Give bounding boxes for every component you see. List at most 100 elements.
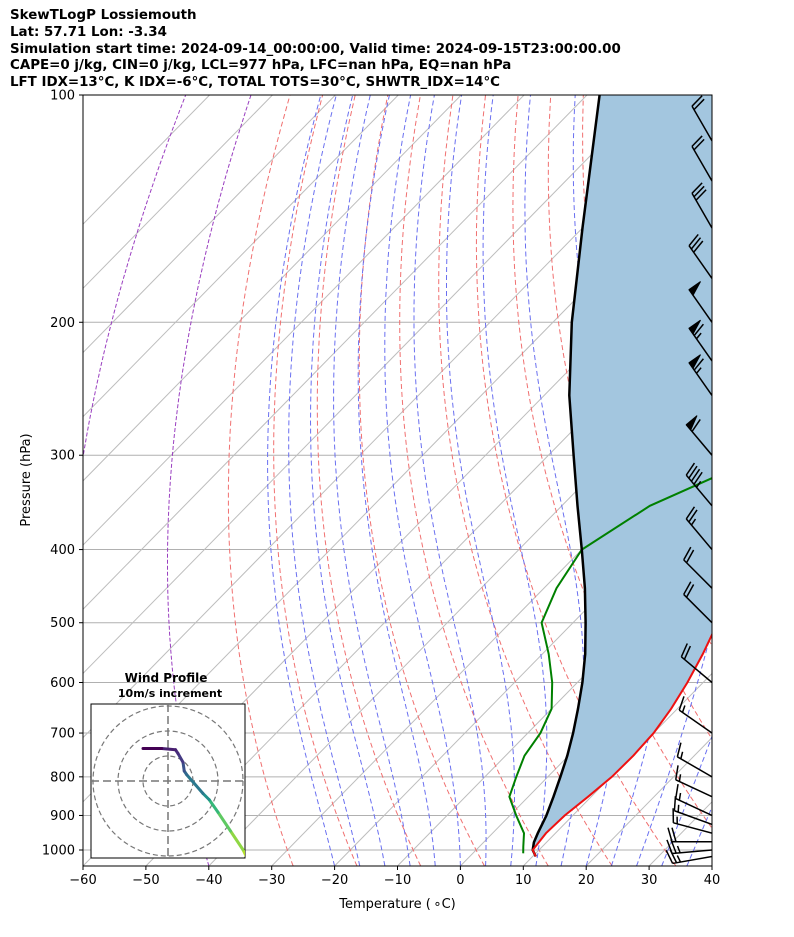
barb-flag: [688, 465, 698, 479]
y-tick-label: 700: [50, 727, 75, 742]
moist-adiabat: [686, 805, 712, 866]
x-tick-label: −60: [69, 873, 96, 888]
wind-barb: [676, 742, 712, 778]
y-tick-label: 900: [50, 809, 75, 824]
isotherm-line: [83, 95, 399, 418]
wind-barb: [685, 415, 712, 456]
barb-staff: [691, 105, 712, 142]
temperature-line: [531, 632, 712, 857]
wind-barb: [675, 784, 712, 817]
cin-shading: [532, 95, 712, 857]
isotherm-line: [711, 865, 712, 866]
wind-barb: [691, 135, 712, 182]
barb-pennant: [685, 415, 698, 431]
dry-adiabat: [714, 95, 794, 866]
moist-adiabat: [309, 95, 386, 866]
barb-flag: [683, 546, 692, 561]
barb-staff: [676, 756, 712, 778]
time-line: Simulation start time: 2024-09-14_00:00:…: [10, 41, 621, 57]
barb-flag: [691, 135, 703, 147]
isotherm-line: [83, 95, 210, 225]
isotherm-line: [271, 415, 712, 866]
barb-flag: [678, 696, 685, 711]
moist-adiabat: [288, 95, 361, 866]
barb-staff: [683, 593, 712, 624]
moist-adiabat: [384, 95, 461, 866]
x-tick-label: 40: [704, 873, 721, 888]
barb-flag: [667, 827, 673, 842]
moist-adiabat: [524, 95, 585, 866]
barb-pennant: [688, 319, 701, 335]
barb-flag: [690, 237, 702, 250]
x-tick-label: 20: [578, 873, 595, 888]
hodograph-segment: [241, 848, 245, 858]
hodograph-segment: [185, 773, 205, 795]
hodograph-segment: [160, 747, 177, 752]
barb-staff: [675, 779, 712, 798]
y-tick-label: 600: [50, 676, 75, 691]
y-tick-label: 200: [50, 316, 75, 331]
x-tick-label: −50: [132, 873, 159, 888]
barb-staff: [685, 474, 712, 507]
barb-staff: [675, 797, 712, 817]
barb-flag: [665, 850, 674, 864]
moist-adiabat: [357, 95, 436, 866]
barb-half-flag: [678, 774, 682, 782]
isotherm-line: [397, 544, 712, 866]
barb-flag: [666, 839, 673, 854]
wind-barb: [680, 643, 712, 684]
isotherm-line: [83, 95, 525, 546]
wind-barb: [678, 696, 712, 734]
moist-adiabat: [333, 95, 411, 866]
barb-flag: [683, 645, 692, 660]
barb-staff: [672, 855, 712, 865]
barb-staff: [678, 709, 712, 734]
barb-pennant: [688, 354, 701, 370]
wind-barb: [685, 506, 712, 551]
barb-half-flag: [680, 751, 684, 760]
barb-flag: [680, 643, 688, 658]
wind-barb: [675, 765, 712, 798]
barb-pennant: [688, 281, 701, 297]
wind-barb: [683, 546, 712, 589]
x-axis-label: Temperature ( ∘C): [338, 897, 455, 912]
barb-staff: [674, 810, 712, 826]
dewpoint-line: [508, 477, 712, 854]
hodograph-segment: [216, 810, 232, 833]
barb-flag: [688, 509, 698, 523]
x-tick-label: −40: [195, 873, 222, 888]
hodograph-segment: [207, 798, 220, 814]
barb-flag: [693, 185, 705, 198]
y-tick-label: 500: [50, 616, 75, 631]
barb-staff: [673, 822, 712, 834]
instability-line: CAPE=0 j/kg, CIN=0 j/kg, LCL=977 hPa, LF…: [10, 58, 512, 74]
barb-flag: [685, 549, 695, 564]
dry-adiabat: [227, 95, 294, 866]
y-tick-label: 1000: [42, 844, 75, 859]
barb-staff: [672, 849, 712, 855]
x-tick-label: 10: [515, 873, 532, 888]
wind-barb: [688, 354, 712, 396]
x-tick-label: 0: [456, 873, 464, 888]
y-axis-label: Pressure (hPa): [19, 433, 34, 526]
wind-barb: [688, 281, 712, 323]
barb-flag: [693, 138, 705, 151]
barb-flag: [692, 50, 702, 60]
barb-half-flag: [676, 855, 682, 863]
y-tick-label: 400: [50, 543, 75, 558]
dry-adiabat: [746, 95, 794, 866]
moist-adiabat: [636, 95, 712, 866]
wind-profile-inset: Wind Profile 10m/s increment: [90, 671, 246, 859]
barb-flag: [693, 98, 705, 111]
x-tick-label: −30: [258, 873, 285, 888]
barb-flag: [688, 233, 699, 247]
barb-half-flag: [690, 518, 697, 526]
wind-barb: [667, 827, 712, 843]
dry-adiabat: [316, 95, 422, 866]
barb-half-flag: [695, 367, 702, 374]
isotherm-line: [334, 480, 712, 866]
barb-flag: [673, 796, 677, 811]
barb-flag: [690, 468, 701, 482]
barb-flag: [685, 584, 695, 598]
barb-flag: [675, 784, 679, 799]
